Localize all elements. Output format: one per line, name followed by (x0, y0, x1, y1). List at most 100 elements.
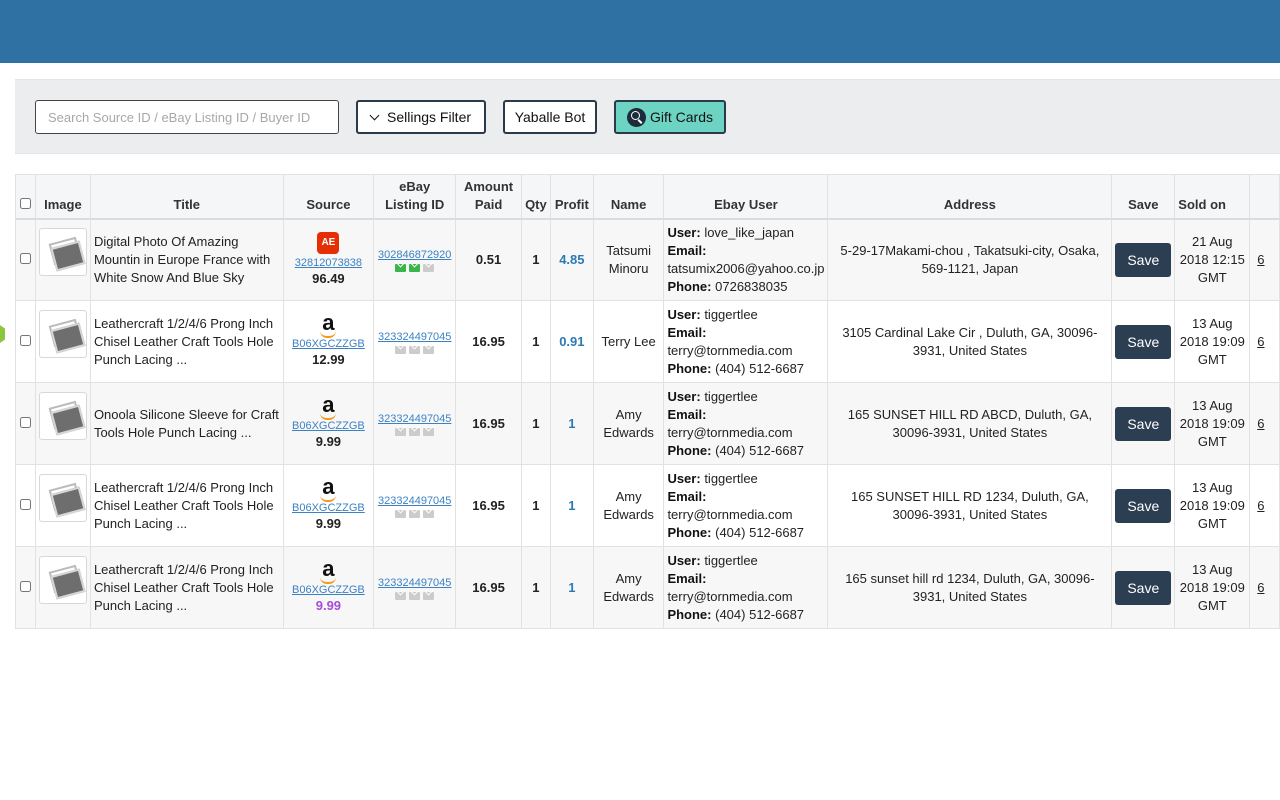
side-tab-handle[interactable] (0, 323, 5, 345)
phone-line: Phone: (404) 512-6687 (667, 606, 824, 624)
image-cell (34, 382, 91, 465)
ebay-username: tiggertlee (704, 306, 758, 322)
extra-cell: 6 (1249, 382, 1280, 465)
buyer-phone: (404) 512-6687 (715, 606, 805, 622)
chevron-down-icon (369, 110, 380, 120)
envelope-icon (423, 509, 435, 518)
source-id-link[interactable]: 32812073838 (294, 257, 363, 270)
image-placeholder-icon[interactable] (38, 473, 87, 522)
row-checkbox[interactable] (19, 252, 31, 264)
aliexpress-icon: AE (317, 232, 340, 255)
image-cell (34, 218, 91, 301)
select-all-checkbox[interactable] (19, 197, 31, 209)
col-header-profit: Profit (549, 174, 594, 220)
save-cell: Save (1111, 382, 1176, 465)
select-all-header (15, 174, 36, 220)
save-button[interactable]: Save (1115, 242, 1172, 277)
sold-on-date: 13 Aug 2018 19:09 GMT (1174, 546, 1251, 629)
message-status-icons (377, 591, 452, 600)
table-row: Leathercraft 1/2/4/6 Prong Inch Chisel L… (15, 464, 1280, 547)
save-button[interactable]: Save (1115, 406, 1172, 441)
row-checkbox[interactable] (19, 498, 31, 510)
sellings-filter-button[interactable]: Sellings Filter (356, 100, 486, 134)
envelope-icon (409, 427, 421, 436)
profit: 1 (549, 464, 594, 547)
extra-link[interactable]: 6 (1257, 497, 1265, 513)
search-input[interactable] (35, 100, 339, 134)
source-id-link[interactable]: B06XGCZZGB (292, 420, 365, 432)
extra-link[interactable]: 6 (1257, 333, 1265, 349)
buyer-email: terry@tornmedia.com (667, 424, 793, 440)
extra-link[interactable]: 6 (1257, 579, 1265, 595)
product-title: Digital Photo Of Amazing Mountin in Euro… (89, 218, 284, 301)
orders-table: Image Title Source eBay Listing ID Amount… (15, 174, 1280, 629)
save-button[interactable]: Save (1115, 488, 1172, 523)
yaballe-bot-button[interactable]: Yaballe Bot (503, 100, 597, 134)
source-id-link[interactable]: B06XGCZZGB (292, 338, 365, 350)
extra-link[interactable]: 6 (1257, 251, 1265, 267)
ebay-username: tiggertlee (704, 388, 758, 404)
ebay-listing-link[interactable]: 323324497045 (378, 494, 452, 507)
source-cell: a B06XGCZZGB 9.99 (282, 546, 375, 629)
buyer-email: terry@tornmedia.com (667, 342, 793, 358)
source-price: 12.99 (312, 352, 345, 367)
email-line: Email: terry@tornmedia.com (667, 570, 824, 606)
ebay-listing-link[interactable]: 323324497045 (378, 412, 452, 425)
col-header-name: Name (592, 174, 665, 220)
save-button[interactable]: Save (1115, 324, 1172, 359)
save-button[interactable]: Save (1115, 570, 1172, 605)
source-id-link[interactable]: B06XGCZZGB (292, 502, 365, 514)
extra-cell: 6 (1249, 464, 1280, 547)
buyer-email: tatsumix2006@yahoo.co.jp (667, 260, 825, 276)
col-header-sold-on: Sold on (1174, 174, 1251, 220)
buyer-phone: 0726838035 (715, 278, 788, 294)
ebay-listing-link[interactable]: 323324497045 (378, 576, 452, 589)
phone-line: Phone: 0726838035 (667, 278, 824, 296)
sold-on-date: 13 Aug 2018 19:09 GMT (1174, 300, 1251, 383)
phone-line: Phone: (404) 512-6687 (667, 442, 824, 460)
email-label: Email: (667, 570, 707, 586)
row-checkbox[interactable] (19, 416, 31, 428)
source-cell: a B06XGCZZGB 9.99 (282, 464, 375, 547)
shipping-address: 165 sunset hill rd 1234, Duluth, GA, 300… (827, 546, 1113, 629)
user-label: User: (667, 224, 701, 240)
image-placeholder-icon[interactable] (38, 555, 87, 604)
col-header-address: Address (827, 174, 1113, 220)
gift-cards-button[interactable]: Gift Cards (614, 100, 726, 134)
image-placeholder-icon[interactable] (38, 227, 87, 276)
message-status-icons (377, 509, 452, 518)
extra-link[interactable]: 6 (1257, 415, 1265, 431)
row-checkbox[interactable] (19, 334, 31, 346)
source-id-link[interactable]: B06XGCZZGB (292, 584, 365, 596)
image-placeholder-icon[interactable] (38, 309, 87, 358)
ebay-user-line: User: tiggertlee (667, 470, 824, 488)
row-select-cell (15, 382, 36, 465)
row-checkbox[interactable] (19, 580, 31, 592)
ebay-listing-link[interactable]: 323324497045 (378, 330, 452, 343)
row-select-cell (15, 218, 36, 301)
envelope-icon (409, 591, 421, 600)
sold-on-date: 21 Aug 2018 12:15 GMT (1174, 218, 1251, 301)
amazon-icon: a (287, 312, 371, 338)
extra-cell: 6 (1249, 300, 1280, 383)
amount-paid: 16.95 (455, 546, 522, 629)
product-title: Leathercraft 1/2/4/6 Prong Inch Chisel L… (89, 546, 284, 629)
phone-label: Phone: (667, 606, 712, 622)
image-placeholder-icon[interactable] (38, 391, 87, 440)
sellings-filter-label: Sellings Filter (386, 109, 472, 125)
envelope-icon (409, 263, 421, 272)
user-label: User: (667, 552, 701, 568)
shipping-address: 165 SUNSET HILL RD ABCD, Duluth, GA, 300… (827, 382, 1113, 465)
amount-paid: 16.95 (455, 300, 522, 383)
filter-bar: Sellings Filter Yaballe Bot Gift Cards (15, 79, 1280, 154)
table-row: Digital Photo Of Amazing Mountin in Euro… (15, 218, 1280, 301)
col-header-qty: Qty (520, 174, 551, 220)
ebay-listing-link[interactable]: 302846872920 (378, 248, 452, 261)
image-cell (34, 546, 91, 629)
ebay-user-cell: User: tiggertlee Email: terry@tornmedia.c… (663, 464, 829, 547)
phone-line: Phone: (404) 512-6687 (667, 360, 824, 378)
yaballe-bot-label: Yaballe Bot (514, 109, 586, 125)
profit: 1 (549, 546, 594, 629)
buyer-name: Amy Edwards (592, 546, 665, 629)
source-price: 96.49 (312, 271, 345, 287)
